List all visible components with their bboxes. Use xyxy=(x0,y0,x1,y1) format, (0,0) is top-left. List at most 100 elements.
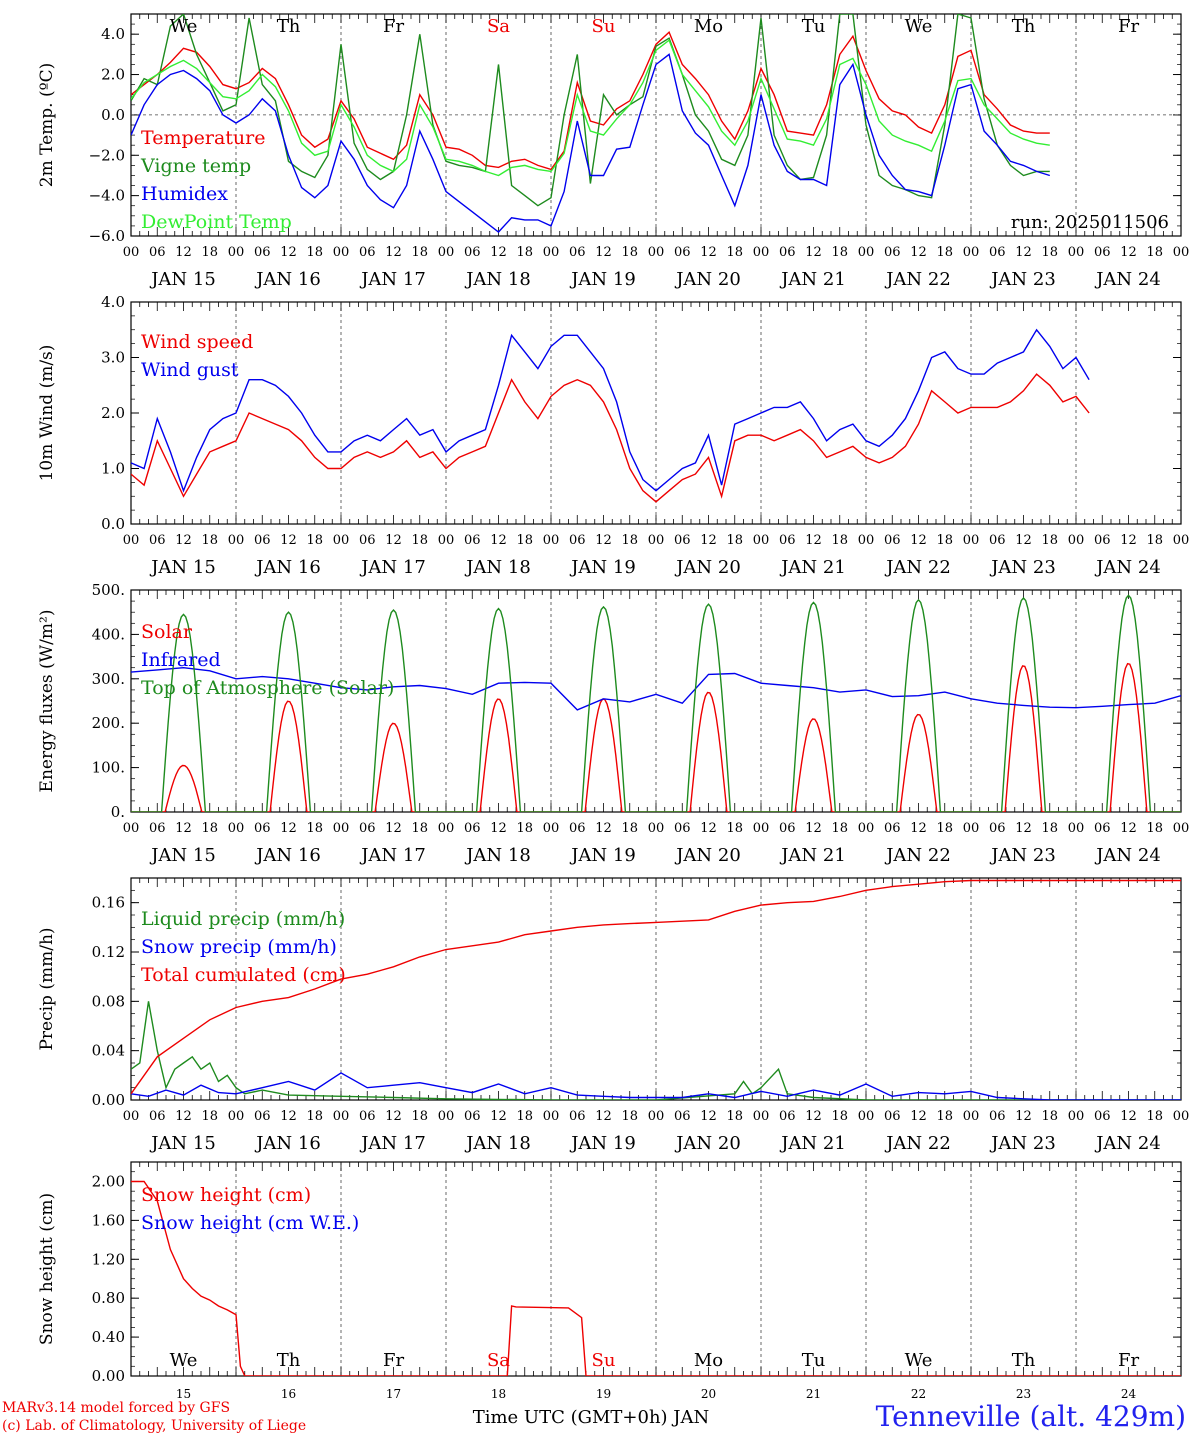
hour-tick-label: 18 xyxy=(621,821,638,836)
y-tick-label: 1.0 xyxy=(101,460,125,478)
legend-entry: Wind speed xyxy=(141,331,253,353)
hour-tick-label: 18 xyxy=(516,1109,533,1124)
hour-tick-label: 06 xyxy=(464,821,481,836)
hour-tick-label: 12 xyxy=(280,821,297,836)
hour-tick-label: 12 xyxy=(175,245,192,260)
weekday-label: Th xyxy=(1012,1350,1036,1371)
date-label: JAN 20 xyxy=(674,845,741,866)
y-tick-label: 4.0 xyxy=(101,293,125,311)
date-label: JAN 16 xyxy=(254,845,321,866)
panel-3: 0. 100. 200. 300. 400. 500. Energy fluxes (W/m… xyxy=(37,581,1189,866)
hour-tick-label: 18 xyxy=(516,821,533,836)
y-tick-label: 500. xyxy=(92,581,125,599)
hour-tick-label: 00 xyxy=(858,1109,875,1124)
hour-tick-label: 18 xyxy=(1041,1109,1058,1124)
hour-tick-label: 06 xyxy=(884,821,901,836)
y-tick-label: 0.04 xyxy=(92,1042,125,1060)
weekday-label: Fr xyxy=(1118,16,1139,37)
hour-tick-label: 18 xyxy=(621,1109,638,1124)
hour-tick-label: 00 xyxy=(123,821,140,836)
panel-5: 0.00 0.40 0.80 1.20 1.60 2.00 Snow height (cm)… xyxy=(37,1161,1182,1428)
hour-tick-label: 12 xyxy=(280,1109,297,1124)
y-tick-label: 100. xyxy=(92,759,125,777)
hour-tick-label: 18 xyxy=(411,821,428,836)
weekday-label: Fr xyxy=(383,16,404,37)
hour-tick-label: 06 xyxy=(674,1109,691,1124)
hour-tick-label: 18 xyxy=(306,1109,323,1124)
date-label: JAN 19 xyxy=(569,845,636,866)
hour-tick-label: 06 xyxy=(569,533,586,548)
y-tick-label: 0.00 xyxy=(92,1091,125,1109)
date-label: JAN 20 xyxy=(674,1133,741,1154)
hour-tick-label: 06 xyxy=(254,1109,271,1124)
hour-tick-label: 12 xyxy=(1120,821,1137,836)
legend-entry: Liquid precip (mm/h) xyxy=(141,908,345,930)
hour-tick-label: 06 xyxy=(989,821,1006,836)
hour-tick-label: 00 xyxy=(228,821,245,836)
hour-tick-label: 00 xyxy=(1068,1109,1085,1124)
date-label: JAN 20 xyxy=(674,557,741,578)
hour-tick-label: 18 xyxy=(411,245,428,260)
date-label: JAN 20 xyxy=(674,269,741,290)
hour-tick-label: 12 xyxy=(1015,533,1032,548)
hour-tick-label: 00 xyxy=(1068,821,1085,836)
hour-tick-label: 18 xyxy=(831,821,848,836)
hour-tick-label: 06 xyxy=(359,245,376,260)
hour-tick-label: 12 xyxy=(595,821,612,836)
hour-tick-label: 00 xyxy=(858,245,875,260)
hour-tick-label: 00 xyxy=(648,533,665,548)
hour-tick-label: 18 xyxy=(411,533,428,548)
hour-tick-label: 12 xyxy=(280,533,297,548)
hour-tick-label: 18 xyxy=(726,245,743,260)
hour-tick-label: 12 xyxy=(805,533,822,548)
station-title: Tenneville (alt. 429m) xyxy=(875,1400,1186,1433)
weekday-label: Mo xyxy=(694,1350,723,1371)
day-number-label: 15 xyxy=(176,1387,191,1401)
hour-tick-label: 18 xyxy=(936,533,953,548)
y-tick-label: 4.0 xyxy=(101,25,125,43)
date-label: JAN 19 xyxy=(569,557,636,578)
hour-tick-label: 12 xyxy=(910,245,927,260)
hour-tick-label: 18 xyxy=(516,533,533,548)
hour-tick-label: 12 xyxy=(385,533,402,548)
date-label: JAN 24 xyxy=(1094,845,1161,866)
hour-tick-label: 18 xyxy=(201,533,218,548)
hour-tick-label: 12 xyxy=(385,821,402,836)
hour-tick-label: 12 xyxy=(805,245,822,260)
hour-tick-label: 06 xyxy=(779,245,796,260)
date-label: JAN 19 xyxy=(569,1133,636,1154)
hour-tick-label: 06 xyxy=(569,245,586,260)
y-tick-label: 0.00 xyxy=(92,1367,125,1385)
date-label: JAN 21 xyxy=(779,1133,846,1154)
hour-tick-label: 06 xyxy=(149,533,166,548)
y-tick-label: 2.0 xyxy=(101,66,125,84)
hour-tick-label: 12 xyxy=(490,245,507,260)
date-label: JAN 18 xyxy=(464,557,531,578)
hour-tick-label: 12 xyxy=(175,1109,192,1124)
hour-tick-label: 12 xyxy=(700,245,717,260)
hour-tick-label: 12 xyxy=(595,533,612,548)
hour-tick-label: 06 xyxy=(884,533,901,548)
y-tick-label: −2.0 xyxy=(89,146,125,164)
weekday-label: We xyxy=(905,1350,933,1371)
legend-entry: Humidex xyxy=(141,183,228,205)
day-number-label: 19 xyxy=(596,1387,611,1401)
weekday-label: Th xyxy=(277,1350,301,1371)
hour-tick-label: 00 xyxy=(438,1109,455,1124)
series-3-line xyxy=(131,594,1181,812)
hour-tick-label: 00 xyxy=(1068,245,1085,260)
series-3-line xyxy=(131,53,1051,233)
date-label: JAN 15 xyxy=(149,1133,216,1154)
y-tick-label: 2.00 xyxy=(92,1172,125,1190)
hour-tick-label: 12 xyxy=(490,1109,507,1124)
date-label: JAN 17 xyxy=(359,557,426,578)
y-axis-label: 2m Temp. (ºC) xyxy=(37,63,57,188)
hour-tick-label: 06 xyxy=(149,1109,166,1124)
hour-tick-label: 00 xyxy=(543,245,560,260)
hour-tick-label: 12 xyxy=(910,1109,927,1124)
hour-tick-label: 00 xyxy=(438,533,455,548)
series-3-line xyxy=(131,879,1181,1095)
day-number-label: 22 xyxy=(911,1387,926,1401)
day-number-label: 23 xyxy=(1016,1387,1031,1401)
